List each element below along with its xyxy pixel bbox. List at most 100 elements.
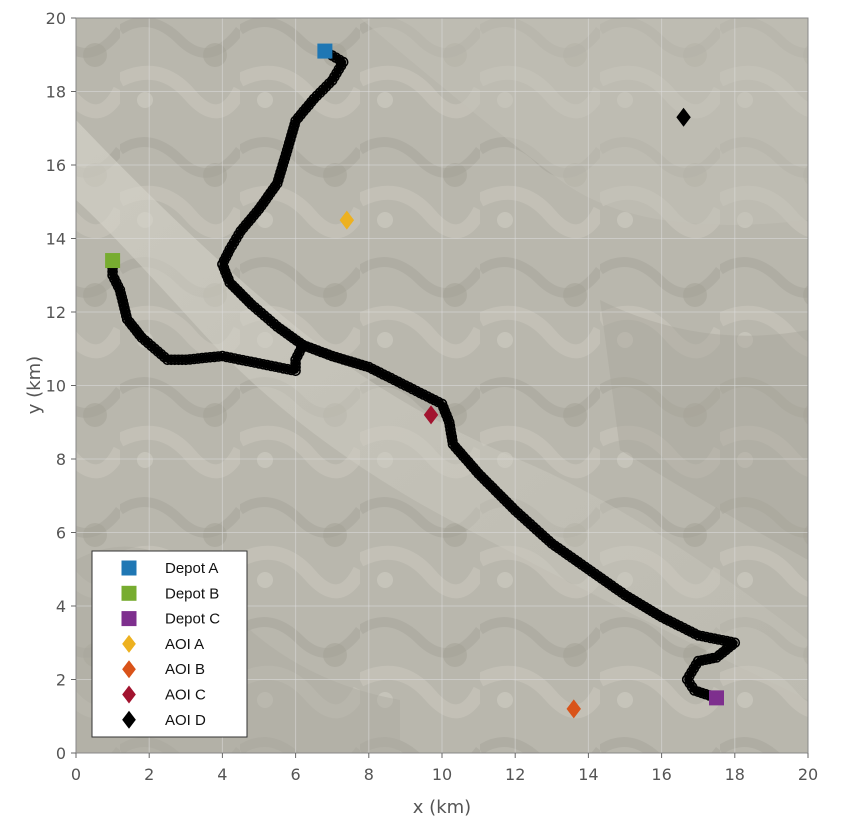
route-main-point-81	[259, 310, 270, 322]
route-branch-point-26	[213, 351, 224, 362]
route-branch-point-35	[176, 354, 188, 366]
route-main-point-50	[248, 210, 260, 221]
route-main-point-172	[531, 524, 542, 536]
route-main-point-51	[245, 213, 257, 224]
legend-label-aoi-b: AOI B	[165, 661, 205, 678]
route-main-point-12	[320, 81, 332, 92]
y-axis: 0 2 4 6 8 10 12 14 16 18 20	[46, 9, 76, 763]
legend-symbol-depot-c	[121, 611, 137, 627]
route-main-point-137	[444, 420, 456, 432]
route-main-point-143	[450, 441, 461, 453]
route-main-point-157	[487, 482, 499, 494]
route-main-point-70	[227, 280, 238, 291]
y-tick-label-0: 0	[56, 744, 66, 763]
route-main-point-83	[265, 315, 277, 327]
aoi-a-marker	[339, 210, 355, 230]
route-main-point-173	[534, 527, 545, 538]
route-main-point-153	[476, 471, 487, 482]
route-main-point-17	[305, 96, 317, 108]
aoi-c-marker	[423, 405, 439, 425]
route-branch-point-28	[204, 351, 216, 363]
route-branch-point-42	[152, 346, 164, 357]
x-tick-label-8: 16	[651, 765, 671, 784]
x-tick-label-7: 14	[578, 765, 598, 784]
route-main-point-14	[314, 87, 326, 98]
route-main-point-74	[238, 291, 249, 302]
route-branch-point-25	[217, 350, 228, 362]
legend-label-aoi-c: AOI C	[165, 687, 206, 704]
y-axis-label: y (km)	[24, 356, 45, 414]
y-tick-label-2: 4	[56, 597, 66, 616]
route-branch-point-43	[149, 343, 160, 355]
route-main-point-163	[504, 499, 515, 511]
route-main-point-138	[445, 424, 456, 435]
route-main-point-21	[295, 109, 307, 120]
route-main-point-10	[326, 75, 338, 86]
route-main-point-19	[300, 103, 312, 114]
route-main-point-141	[447, 435, 458, 446]
aoi-b-marker	[566, 699, 581, 719]
legend-symbol-aoi-b	[122, 660, 136, 679]
route-main-point-146	[457, 450, 469, 462]
y-tick-label-5: 10	[46, 377, 66, 396]
route-branch-point-34	[180, 354, 192, 366]
x-tick-label-4: 8	[364, 765, 374, 784]
route-main-point-48	[253, 203, 265, 215]
route-main-point-75	[240, 293, 252, 305]
y-tick-label-3: 6	[56, 524, 66, 543]
route-branch-point-4	[290, 354, 301, 366]
route-main-point-162	[501, 496, 513, 508]
route-main-point-79	[252, 304, 264, 316]
legend-symbol-aoi-c	[122, 685, 136, 704]
route-main-point-234	[714, 649, 725, 661]
y-tick-label-6: 12	[46, 303, 66, 322]
route-main-point-53	[240, 219, 252, 231]
route-branch-point-44	[146, 340, 157, 352]
route-main-point-82	[262, 313, 274, 324]
x-tick-label-5: 10	[432, 765, 452, 784]
y-tick-label-4: 8	[56, 450, 66, 469]
route-branch-point-31	[192, 353, 204, 364]
route-branch-point-40	[159, 351, 170, 363]
route-main-point-18	[303, 99, 315, 111]
aoi-d-marker	[676, 107, 691, 127]
x-tick-label-1: 2	[144, 765, 154, 784]
y-tick-label-8: 16	[46, 156, 66, 175]
y-tick-label-9: 18	[46, 83, 66, 102]
legend-box	[91, 550, 248, 738]
route-main-point-156	[484, 479, 496, 491]
depot-a-marker	[317, 43, 333, 59]
route-main-point-69	[224, 277, 235, 288]
route-main-point-171	[528, 521, 539, 533]
route-main-point-155	[481, 476, 493, 488]
legend-symbol-depot-b	[121, 585, 137, 601]
route-main-point-165	[509, 505, 521, 516]
route-main-point-76	[243, 296, 255, 308]
x-tick-label-10: 20	[798, 765, 818, 784]
route-main-point-49	[251, 207, 262, 218]
y-tick-label-7: 14	[46, 230, 66, 249]
route-main-point-73	[235, 288, 246, 299]
x-tick-label-2: 4	[217, 765, 227, 784]
route-main-point-170	[525, 518, 536, 530]
route-main-point-84	[268, 318, 280, 330]
route-main-point-15	[311, 90, 323, 102]
route-main-point-16	[308, 93, 320, 105]
route-main-point-167	[515, 510, 527, 522]
x-tick-label-6: 12	[505, 765, 525, 784]
y-tick-label-10: 20	[46, 9, 66, 28]
x-axis-label: x (km)	[413, 797, 471, 818]
route-main-point-174	[537, 529, 548, 541]
route-branch-point-38	[165, 354, 177, 366]
route-main-point-140	[446, 431, 458, 443]
y-tick-label-1: 2	[56, 671, 66, 690]
depot-b-marker	[105, 253, 121, 269]
route-main-point-80	[255, 307, 267, 319]
route-main-point-164	[507, 502, 518, 513]
route-main-point-52	[243, 216, 254, 227]
legend-label-aoi-a: AOI A	[165, 636, 204, 653]
route-main-point-154	[478, 474, 490, 485]
legend-label-depot-c: Depot C	[165, 611, 220, 628]
route-main-point-136	[443, 416, 455, 428]
